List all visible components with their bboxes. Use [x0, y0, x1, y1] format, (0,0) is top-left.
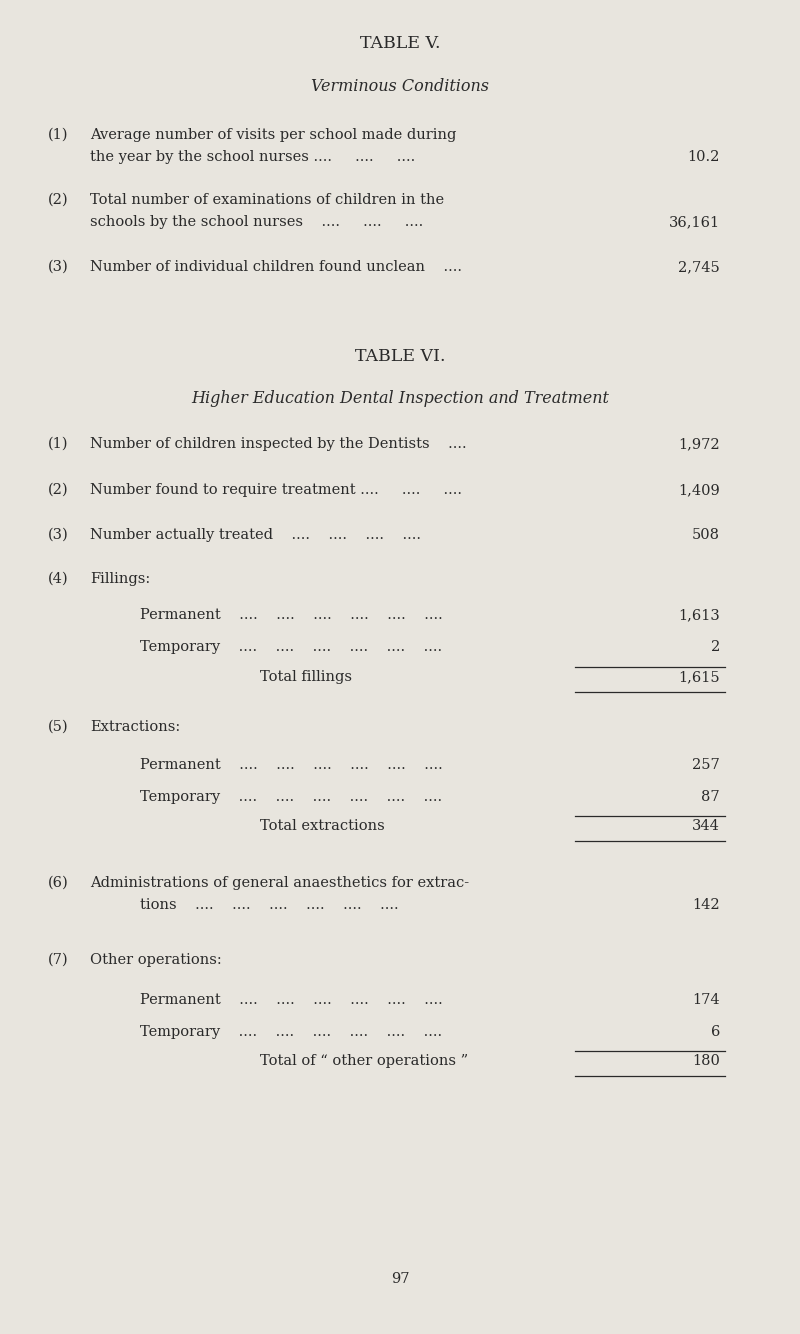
Text: (1): (1) [48, 128, 69, 141]
Text: Number actually treated    ....    ....    ....    ....: Number actually treated .... .... .... .… [90, 528, 421, 542]
Text: (1): (1) [48, 438, 69, 451]
Text: 36,161: 36,161 [669, 215, 720, 229]
Text: 180: 180 [692, 1054, 720, 1069]
Text: (7): (7) [48, 952, 69, 967]
Text: schools by the school nurses    ....     ....     ....: schools by the school nurses .... .... .… [90, 215, 423, 229]
Text: (5): (5) [48, 720, 69, 734]
Text: 1,972: 1,972 [678, 438, 720, 451]
Text: 1,613: 1,613 [678, 608, 720, 622]
Text: 87: 87 [702, 790, 720, 804]
Text: 10.2: 10.2 [688, 149, 720, 164]
Text: (3): (3) [48, 528, 69, 542]
Text: (2): (2) [48, 483, 69, 498]
Text: Temporary    ....    ....    ....    ....    ....    ....: Temporary .... .... .... .... .... .... [140, 1025, 442, 1039]
Text: 257: 257 [692, 758, 720, 772]
Text: 142: 142 [692, 898, 720, 912]
Text: Number of children inspected by the Dentists    ....: Number of children inspected by the Dent… [90, 438, 466, 451]
Text: Higher Education Dental Inspection and Treatment: Higher Education Dental Inspection and T… [191, 390, 609, 407]
Text: the year by the school nurses ....     ....     ....: the year by the school nurses .... .... … [90, 149, 415, 164]
Text: TABLE V.: TABLE V. [360, 35, 440, 52]
Text: 1,409: 1,409 [678, 483, 720, 498]
Text: Number of individual children found unclean    ....: Number of individual children found uncl… [90, 260, 462, 273]
Text: Verminous Conditions: Verminous Conditions [311, 77, 489, 95]
Text: Number found to require treatment ....     ....     ....: Number found to require treatment .... .… [90, 483, 462, 498]
Text: tions    ....    ....    ....    ....    ....    ....: tions .... .... .... .... .... .... [140, 898, 398, 912]
Text: Total extractions: Total extractions [260, 819, 385, 832]
Text: Permanent    ....    ....    ....    ....    ....    ....: Permanent .... .... .... .... .... .... [140, 608, 442, 622]
Text: Temporary    ....    ....    ....    ....    ....    ....: Temporary .... .... .... .... .... .... [140, 640, 442, 654]
Text: Permanent    ....    ....    ....    ....    ....    ....: Permanent .... .... .... .... .... .... [140, 992, 442, 1007]
Text: Other operations:: Other operations: [90, 952, 222, 967]
Text: 2: 2 [710, 640, 720, 654]
Text: 6: 6 [710, 1025, 720, 1039]
Text: Total of “ other operations ”: Total of “ other operations ” [260, 1054, 468, 1069]
Text: (4): (4) [48, 572, 69, 586]
Text: TABLE VI.: TABLE VI. [354, 348, 446, 366]
Text: Administrations of general anaesthetics for extrac-: Administrations of general anaesthetics … [90, 876, 469, 890]
Text: 97: 97 [390, 1273, 410, 1286]
Text: (2): (2) [48, 193, 69, 207]
Text: 2,745: 2,745 [678, 260, 720, 273]
Text: 1,615: 1,615 [678, 670, 720, 684]
Text: 174: 174 [692, 992, 720, 1007]
Text: 344: 344 [692, 819, 720, 832]
Text: Extractions:: Extractions: [90, 720, 180, 734]
Text: Total fillings: Total fillings [260, 670, 352, 684]
Text: (6): (6) [48, 876, 69, 890]
Text: 508: 508 [692, 528, 720, 542]
Text: Fillings:: Fillings: [90, 572, 150, 586]
Text: Average number of visits per school made during: Average number of visits per school made… [90, 128, 456, 141]
Text: Temporary    ....    ....    ....    ....    ....    ....: Temporary .... .... .... .... .... .... [140, 790, 442, 804]
Text: Permanent    ....    ....    ....    ....    ....    ....: Permanent .... .... .... .... .... .... [140, 758, 442, 772]
Text: (3): (3) [48, 260, 69, 273]
Text: Total number of examinations of children in the: Total number of examinations of children… [90, 193, 444, 207]
